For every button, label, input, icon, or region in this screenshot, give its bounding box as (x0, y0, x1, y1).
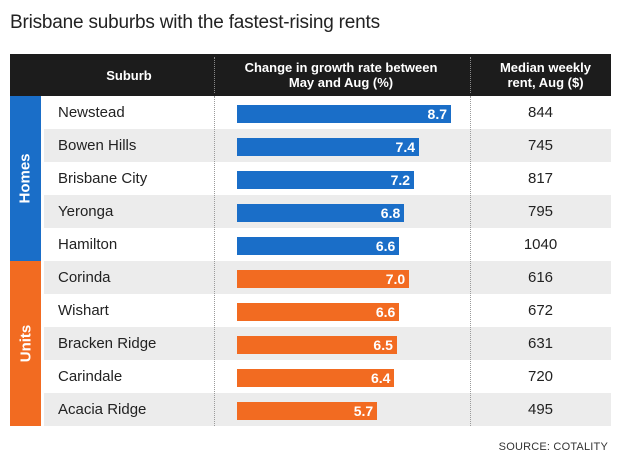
table-row: Carindale 6.4 720 (44, 360, 611, 393)
suburb-label: Acacia Ridge (58, 401, 147, 418)
growth-bar: 6.6 (237, 303, 400, 321)
growth-bar: 6.6 (237, 237, 400, 255)
header-growth: Change in growth rate between May and Au… (244, 60, 438, 90)
header-suburb: Suburb (106, 67, 152, 83)
group-units: Units (10, 261, 41, 426)
suburb-label: Yeronga (58, 203, 114, 220)
growth-bar: 6.4 (237, 369, 395, 387)
growth-value-label: 6.8 (380, 205, 401, 221)
growth-value-label: 6.5 (373, 337, 393, 353)
group-label-homes: Homes (17, 153, 34, 204)
growth-value-label: 7.0 (385, 271, 406, 287)
suburb-label: Bowen Hills (58, 137, 137, 154)
rent-value: 817 (527, 170, 554, 187)
rent-value: 795 (527, 203, 554, 220)
suburb-label: Newstead (58, 104, 125, 121)
growth-bar: 7.0 (237, 270, 410, 288)
rent-value: 844 (527, 104, 554, 121)
table-header: Suburb Change in growth rate between May… (10, 54, 611, 96)
growth-value-label: 6.6 (375, 304, 396, 320)
growth-value-label: 8.7 (427, 106, 447, 122)
table-row: Acacia Ridge 5.7 495 (44, 393, 611, 426)
column-divider (470, 96, 471, 426)
growth-value-label: 7.4 (395, 139, 416, 155)
growth-bar: 5.7 (237, 402, 378, 420)
table-row: Newstead 8.7 844 (44, 96, 611, 129)
suburb-label: Carindale (58, 368, 123, 385)
suburb-label: Hamilton (58, 236, 118, 253)
growth-value-label: 7.2 (390, 172, 411, 188)
growth-value-label: 5.7 (353, 403, 374, 419)
rent-value: 631 (527, 335, 554, 352)
header-divider (470, 57, 471, 93)
table-row: Corinda 7.0 616 (44, 261, 611, 294)
table-row: Bowen Hills 7.4 745 (44, 129, 611, 162)
rent-value: 672 (527, 302, 554, 319)
rent-value: 1040 (523, 236, 558, 253)
rent-value: 720 (527, 368, 554, 385)
growth-bar: 7.2 (237, 171, 415, 189)
table-row: Wishart 6.6 672 (44, 294, 611, 327)
growth-bar: 6.8 (237, 204, 405, 222)
column-divider (214, 96, 215, 426)
table-row: Hamilton 6.6 1040 (44, 228, 611, 261)
group-label-units: Units (17, 324, 34, 363)
growth-bar: 7.4 (237, 138, 420, 156)
rent-value: 495 (527, 401, 554, 418)
suburb-label: Corinda (58, 269, 111, 286)
rent-value: 616 (527, 269, 554, 286)
table-row: Yeronga 6.8 795 (44, 195, 611, 228)
suburb-label: Brisbane City (58, 170, 148, 187)
header-rent: Median weekly rent, Aug ($) (499, 60, 592, 90)
group-homes: Homes (10, 96, 41, 261)
table-row: Bracken Ridge 6.5 631 (44, 327, 611, 360)
growth-bar: 6.5 (237, 336, 397, 354)
suburb-label: Wishart (58, 302, 109, 319)
growth-bar: 8.7 (237, 105, 451, 123)
header-divider (214, 57, 215, 93)
rent-value: 745 (527, 137, 554, 154)
table-row: Brisbane City 7.2 817 (44, 162, 611, 195)
growth-value-label: 6.6 (375, 238, 396, 254)
growth-value-label: 6.4 (370, 370, 391, 386)
suburb-label: Bracken Ridge (58, 335, 157, 352)
chart-title: Brisbane suburbs with the fastest-rising… (10, 12, 380, 33)
source-note: SOURCE: COTALITY (498, 441, 608, 453)
